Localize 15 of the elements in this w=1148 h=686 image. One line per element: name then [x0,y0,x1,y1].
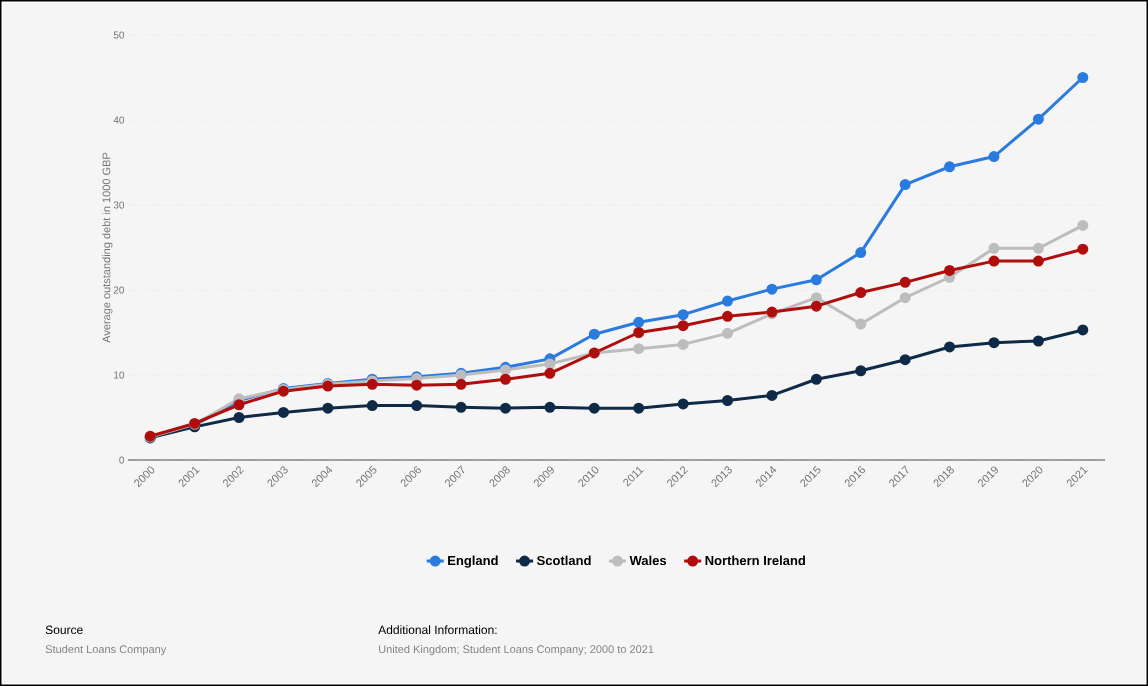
y-tick-label: 0 [119,456,125,464]
legend-label: Wales [629,555,667,566]
y-tick-label: 50 [113,31,125,39]
y-axis-title: Average outstanding debt in 1000 GBP [102,152,113,343]
text: Student Loans Company [45,645,167,656]
text: United Kingdom; Student Loans Company; 2000 to 2021 [379,645,654,656]
legend-label: England [448,555,498,568]
legend-label: Northern Ireland [705,555,805,566]
text: Additional Information: [378,625,497,635]
y-tick-label: 30 [113,201,125,209]
y-tick-label: 10 [114,371,125,379]
legend-label: Scotland [536,555,591,566]
y-tick-label: 40 [113,116,125,124]
y-tick-label: 20 [113,286,125,294]
text: Source [45,625,83,635]
